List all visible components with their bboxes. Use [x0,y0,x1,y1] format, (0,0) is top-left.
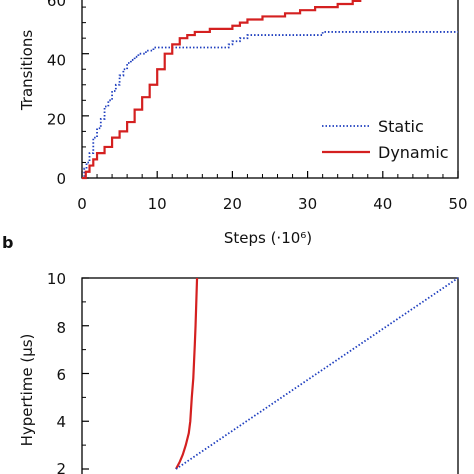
panel-a-x-tick-label: 10 [148,195,167,213]
panel-a-x-tick-label: 20 [223,195,242,213]
panel-a-series-dynamic-line [82,0,362,180]
panel-b-y-tick-label: 10 [47,270,66,288]
panel-b-y-tick-label: 2 [56,460,66,474]
panel-b-series [175,277,459,470]
panel-b-ticks [82,277,89,470]
panel-a-y-tick-label: 20 [47,111,66,129]
panel-a: 0 10 20 30 40 50 0 20 40 60 Steps (·10⁶)… [18,0,468,247]
legend: Static Dynamic [322,117,449,162]
panel-b-series-dynamic-line [175,277,199,470]
panel-a-series [82,0,458,180]
panel-b-y-tick-label: 4 [56,413,66,431]
panel-a-ticks [81,6,459,179]
panel-a-y-tick-label: 40 [47,51,66,69]
panel-a-x-tick-label: 0 [77,195,87,213]
panel-b-y-axis-title: Hypertime (μs) [18,334,36,447]
panel-a-series-static-line [82,31,458,179]
panel-b: b 2 4 6 8 10 Hypertime (μs) [2,233,459,474]
panel-a-y-tick-label: 0 [56,170,66,188]
panel-b-series-static-line [175,277,459,470]
panel-a-x-tick-label: 40 [373,195,392,213]
panel-a-plot-frame [81,0,459,179]
panel-b-y-tick-label: 8 [56,319,66,337]
panel-a-x-tick-label: 30 [298,195,317,213]
panel-a-y-tick-label: 60 [47,0,66,10]
panel-a-y-axis-title: Transitions [18,30,36,112]
legend-static-label: Static [378,117,424,136]
panel-b-y-tick-label: 6 [56,366,66,384]
legend-dynamic-label: Dynamic [378,143,449,162]
panel-b-label: b [2,233,13,252]
panel-b-plot-frame [81,277,459,474]
panel-a-x-tick-label: 50 [448,195,467,213]
panel-a-x-axis-title: Steps (·10⁶) [224,229,312,247]
